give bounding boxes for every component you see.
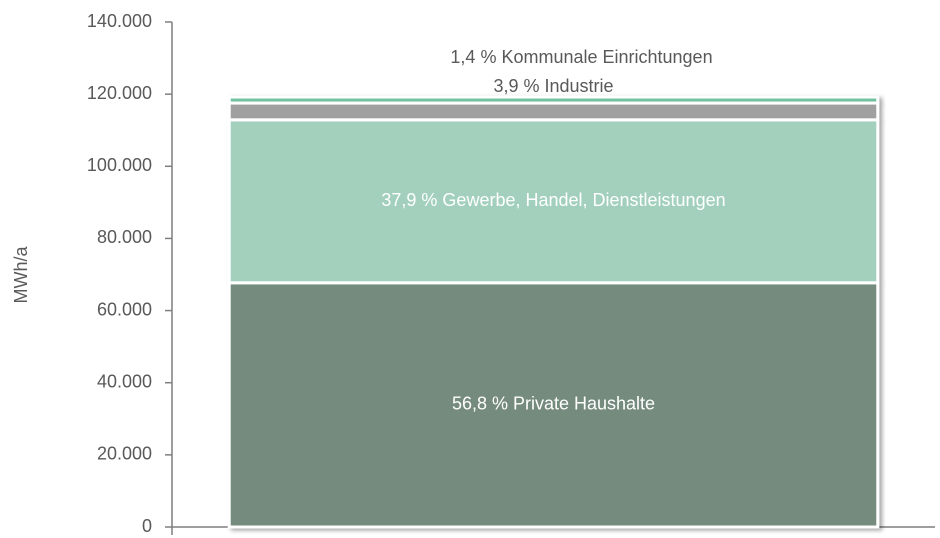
y-tick-label: 40.000 [97, 371, 152, 391]
data-label: 1,4 % Kommunale Einrichtungen [450, 47, 712, 67]
data-label: 3,9 % Industrie [493, 76, 613, 96]
y-tick-label: 80.000 [97, 227, 152, 247]
bar-segment [227, 95, 880, 105]
y-tick-label: 0 [142, 516, 152, 536]
y-tick-label: 100.000 [87, 155, 152, 175]
bar-segment [227, 101, 880, 122]
y-tick-label: 60.000 [97, 299, 152, 319]
bar-segment [227, 118, 880, 285]
bar-segment [227, 281, 880, 529]
y-tick-label: 20.000 [97, 444, 152, 464]
y-axis-label: MWh/a [11, 246, 31, 304]
y-tick-label: 120.000 [87, 83, 152, 103]
bar-stack [227, 95, 880, 529]
y-tick-label: 140.000 [87, 11, 152, 31]
data-label: 56,8 % Private Haushalte [452, 394, 655, 414]
data-label: 37,9 % Gewerbe, Handel, Dienstleistungen [381, 190, 725, 210]
